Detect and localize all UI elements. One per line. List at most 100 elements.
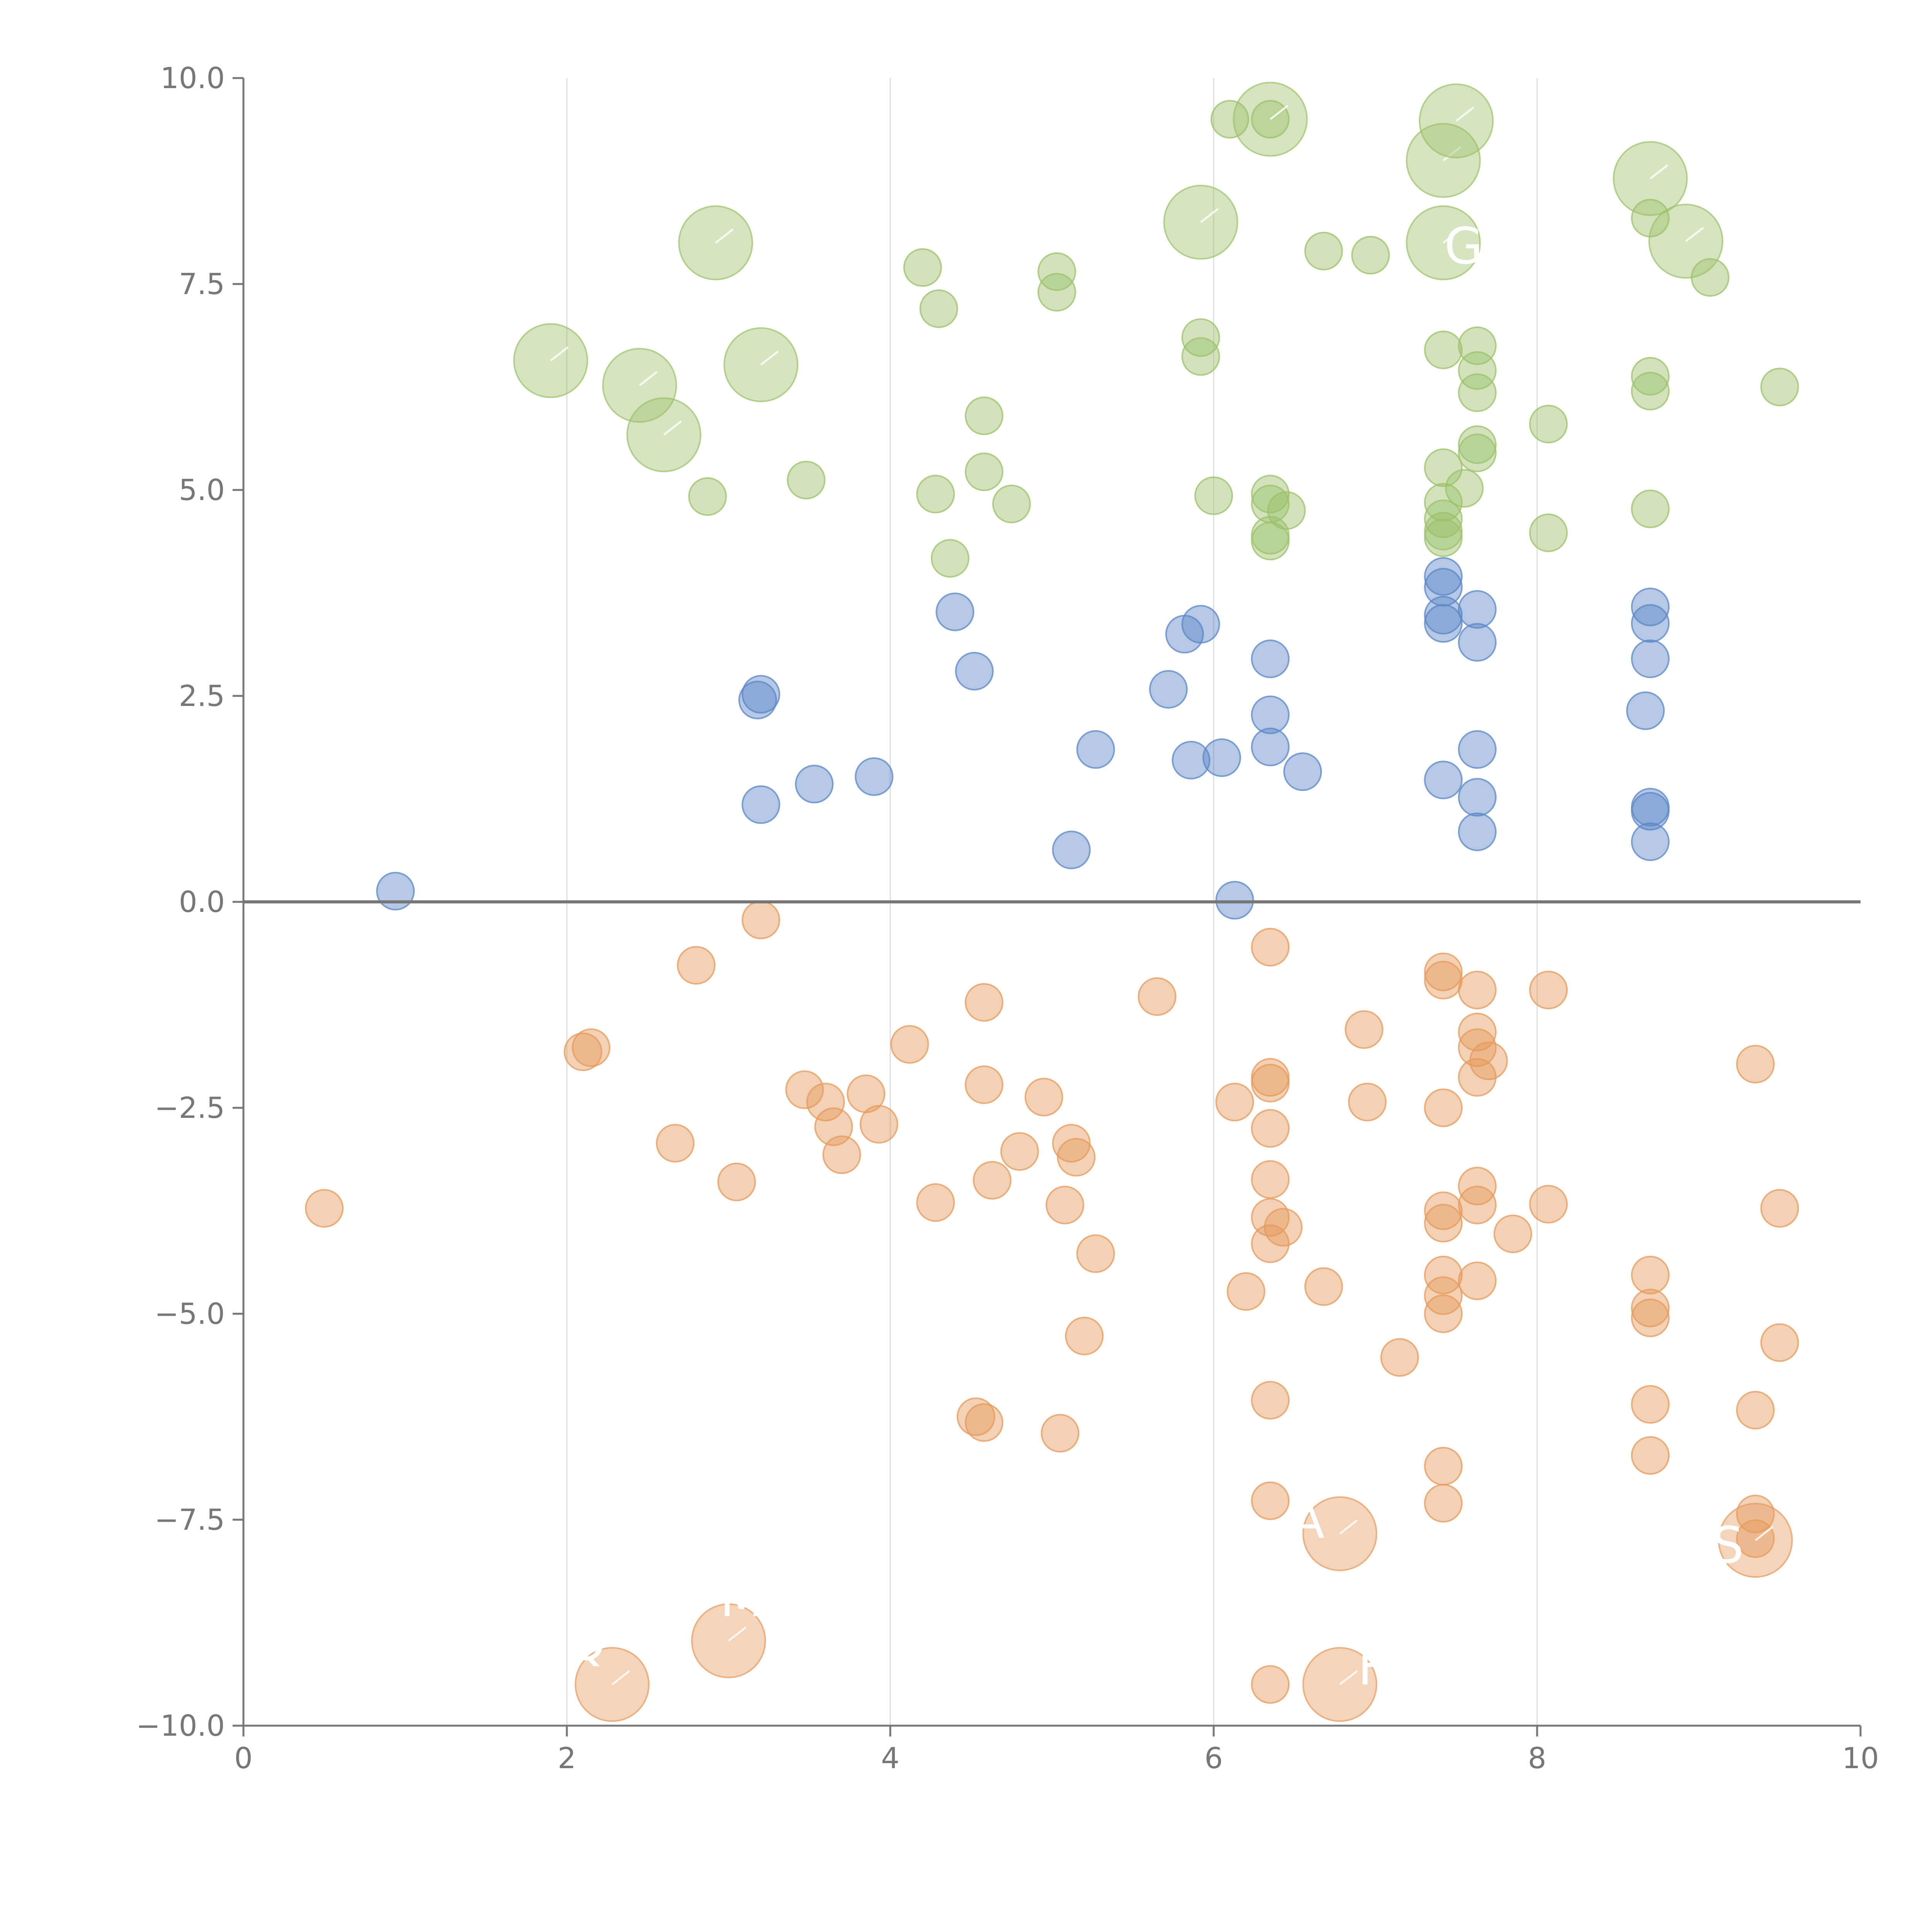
green-leader-line [1269,105,1289,120]
blue-point [742,785,781,824]
orange-point [1000,1132,1039,1171]
orange-point [305,1189,344,1228]
orange-point [571,1028,611,1067]
axes: 0 2 4 6 8 10 10.0 7.5 5.0 2.5 0.0 −2.5 −5.0 −7.5 −10.0 [136,61,1879,1775]
blue-point [1626,691,1665,730]
orange-point [1424,961,1463,1000]
green-point [930,539,969,578]
orange-point [1304,1267,1343,1306]
orange-point [1251,1381,1290,1420]
orange-point [859,1105,898,1144]
blue-point [376,872,415,911]
green-point [688,477,727,516]
orange-point [1076,1234,1115,1273]
orange-point [1424,1204,1463,1243]
green-point [992,485,1031,524]
green-point [1251,516,1290,555]
green-point [916,474,955,514]
blue-point [1149,670,1188,709]
x-tick-label: 2 [558,1741,576,1775]
orange-point [1251,1064,1290,1103]
orange-point [1251,1198,1290,1237]
green-leader-line [1685,227,1704,242]
x-tick-label: 4 [881,1741,900,1775]
blue-point [935,592,975,631]
green-large-point [723,327,799,402]
blue-point [1215,881,1254,920]
green-point [964,396,1003,435]
blue-point [1458,623,1497,662]
orange-point [916,1183,955,1222]
blue-point [1631,792,1670,831]
orange-point [1631,1289,1670,1328]
blue-point [1458,812,1497,851]
blue-point [1424,568,1463,607]
blue-point [795,765,834,804]
green-leader-line [550,346,569,362]
blue-point [1251,696,1290,735]
orange-point [1345,1010,1384,1049]
blue-point [1424,604,1463,643]
green-point [1037,273,1077,312]
green-leader-line [1650,164,1668,180]
blue-point [1458,730,1497,769]
green-leader-line [1456,106,1475,122]
green-point [1760,367,1799,406]
green-leader-line [1442,146,1461,162]
blue-point [1631,822,1670,861]
orange-point [1057,1138,1096,1177]
orange-point [1348,1083,1387,1122]
green-point [1529,405,1568,444]
orange-point [1736,1391,1775,1430]
y-tick-label: −2.5 [155,1091,225,1125]
orange-point [1226,1272,1265,1311]
orange-point [1424,1191,1463,1230]
point-annotation: S [1712,1516,1744,1575]
orange-point [1424,1088,1463,1127]
point-annotation: GRI [1444,217,1533,276]
green-point [1424,518,1463,557]
green-point [1251,522,1290,561]
y-tick-label: 5.0 [179,473,225,507]
blue-point [1424,596,1463,635]
green-leader-line [1442,228,1461,244]
point-annotation: F [1358,1638,1387,1696]
x-tick-label: 8 [1528,1741,1546,1775]
green-point [1458,373,1497,412]
orange-point [1469,1041,1508,1080]
y-tick-label: −5.0 [155,1297,225,1331]
blue-point [1458,590,1497,629]
orange-point [1251,1160,1290,1199]
blue-point [1076,730,1115,769]
orange-leader-line [1339,1519,1358,1535]
orange-point [1736,1519,1775,1558]
orange-point [1631,1436,1670,1475]
y-tick-label: 0.0 [179,885,225,919]
orange-point [964,1065,1003,1104]
green-point [1424,448,1463,487]
y-tick-label: 2.5 [179,679,225,713]
orange-point [1052,1124,1091,1163]
orange-point [785,1070,824,1109]
orange-point [1631,1385,1670,1424]
green-point [1181,337,1220,376]
point-annotation: A [1290,1491,1325,1550]
green-point [1424,483,1463,522]
orange-point [964,1403,1003,1442]
orange-point [742,900,781,939]
green-point [1631,372,1670,411]
orange-point [806,1083,845,1122]
data-points [305,82,1799,1722]
green-point [1304,231,1343,270]
orange-point [1024,1078,1063,1117]
green-leader-line [760,350,779,366]
orange-point [1380,1338,1419,1377]
orange-point [717,1162,756,1201]
green-point [1351,236,1390,275]
green-point [1445,469,1484,508]
green-point [1631,490,1670,529]
orange-point [1424,1484,1463,1523]
green-point [1631,357,1670,396]
orange-leader-line [611,1670,630,1685]
blue-point [1631,587,1670,626]
